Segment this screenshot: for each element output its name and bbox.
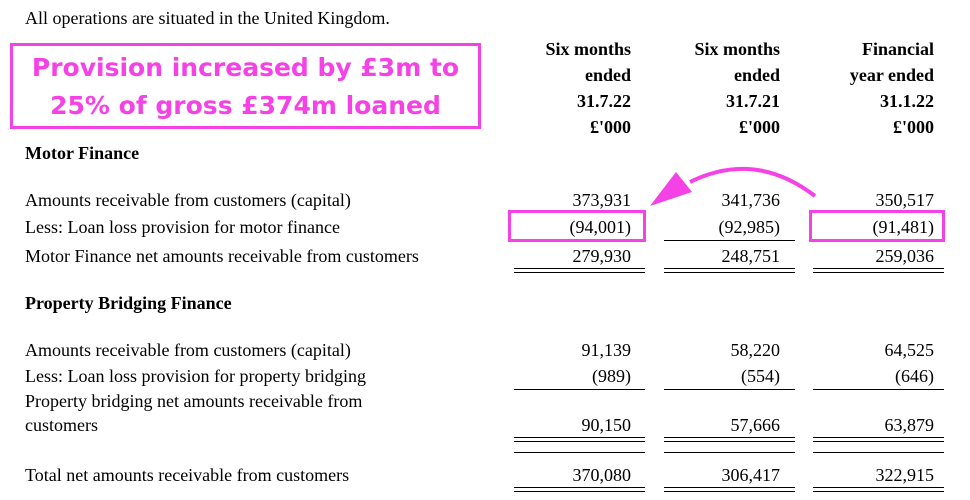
column-header-h1-2021: Six months ended 31.7.21 £'000 [694,36,780,140]
column-header-line: 31.7.21 [726,91,780,111]
cell-value: 248,751 [721,246,781,266]
row-label: Property bridging net amounts receivable… [25,391,363,411]
total-top-rule [664,452,795,453]
cell-value: 259,036 [875,246,935,266]
row-label: Less: Loan loss provision for motor fina… [25,217,340,237]
total-top-rule [514,452,645,453]
double-rule [514,437,645,438]
total-double-rule [813,491,944,492]
cell-value: (92,985) [718,217,781,237]
cell-value: 63,879 [884,415,935,435]
cell-value: (91,481) [872,217,935,237]
row-label: Amounts receivable from customers (capit… [25,340,351,360]
subtotal-rule [514,389,645,390]
total-double-rule [813,487,944,488]
cell-value: (554) [741,366,780,386]
total-label: Total net amounts receivable from custom… [25,465,350,485]
subtotal-rule [664,240,795,241]
highlight-box-h1-2022-provision [508,210,646,242]
cell-value: (989) [592,366,631,386]
total-value: 306,417 [721,465,781,485]
column-header-line: Six months [694,39,780,59]
annotation-callout: Provision increased by £3m to 25% of gro… [10,43,481,129]
cell-value: (94,001) [569,217,632,237]
column-header-h1-2022: Six months ended 31.7.22 £'000 [545,36,631,140]
total-double-rule [664,491,795,492]
column-header-line: Financial [861,39,934,59]
cell-value: 91,139 [581,340,632,360]
cell-value: 58,220 [730,340,781,360]
double-rule [813,437,944,438]
total-double-rule [664,487,795,488]
double-rule [514,268,645,269]
column-header-line: 31.1.22 [880,91,934,111]
cell-value: 373,931 [572,190,632,210]
column-header-line: ended [733,65,780,85]
cell-value: (646) [895,366,934,386]
intro-text: All operations are situated in the Unite… [25,8,390,28]
total-value: 322,915 [875,465,935,485]
double-rule [664,272,795,273]
double-rule [813,268,944,269]
cell-value: 57,666 [730,415,781,435]
total-top-rule [813,452,944,453]
double-rule [514,441,645,442]
double-rule [514,272,645,273]
double-rule [813,441,944,442]
cell-value: 64,525 [884,340,935,360]
total-double-rule [514,487,645,488]
column-header-line: £'000 [738,117,780,137]
column-header-line: 31.7.22 [577,91,631,111]
column-header-line: ended [584,65,631,85]
cell-value: 279,930 [572,246,632,266]
row-label: customers [25,415,98,435]
column-header-line: Six months [545,39,631,59]
subtotal-rule [813,389,944,390]
section-heading-motor: Motor Finance [25,143,140,163]
row-label: Motor Finance net amounts receivable fro… [25,246,419,266]
section-heading-property: Property Bridging Finance [25,293,232,313]
cell-value: 90,150 [581,415,632,435]
subtotal-rule [664,389,795,390]
row-label: Less: Loan loss provision for property b… [25,366,366,386]
column-header-line: £'000 [589,117,631,137]
highlight-box-fy-2022-provision [809,210,945,242]
annotation-line: Provision increased by £3m to [31,53,460,82]
cell-value: 341,736 [721,190,781,210]
double-rule [664,441,795,442]
column-header-line: year ended [849,65,934,85]
column-header-line: £'000 [892,117,934,137]
annotation-line: 25% of gross £374m loaned [50,91,441,120]
double-rule [664,437,795,438]
total-double-rule [514,491,645,492]
row-label: Amounts receivable from customers (capit… [25,190,351,210]
total-value: 370,080 [572,465,632,485]
column-header-fy-2022: Financial year ended 31.1.22 £'000 [850,36,934,140]
double-rule [813,272,944,273]
double-rule [664,268,795,269]
cell-value: 350,517 [875,190,935,210]
